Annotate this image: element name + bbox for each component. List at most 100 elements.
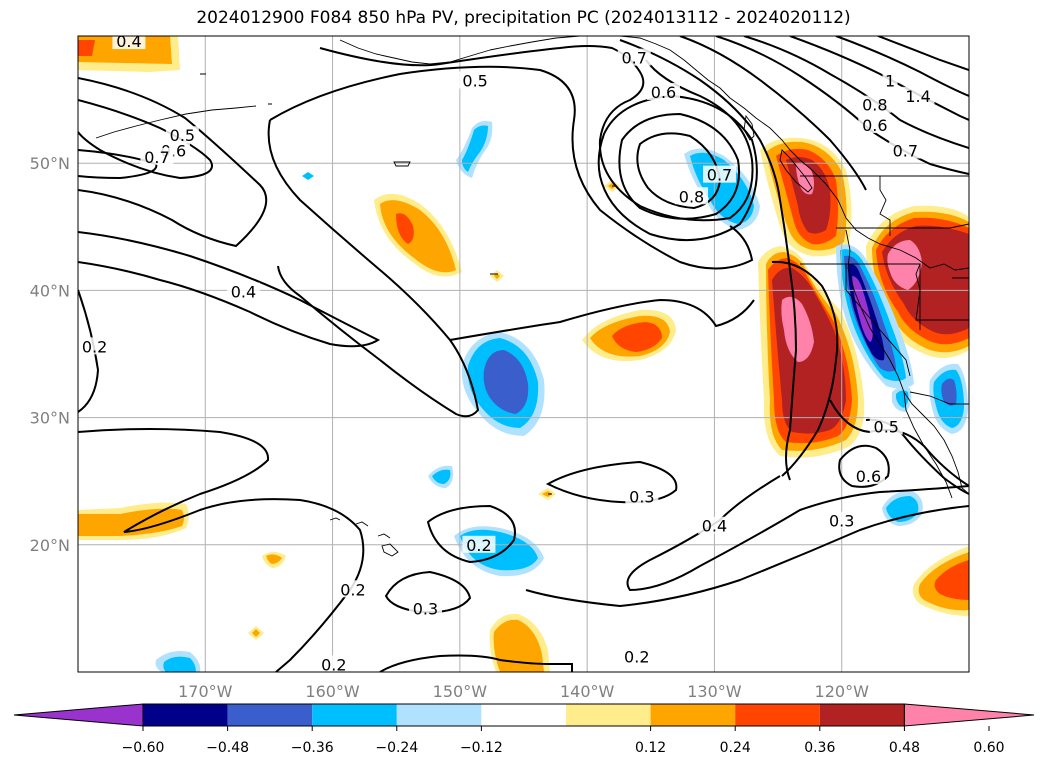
contour-label: 0.2 (321, 655, 346, 674)
pv-contour (426, 504, 516, 564)
precip-blob (612, 322, 662, 352)
precip-blob (483, 350, 529, 414)
nevada-border (845, 264, 911, 377)
precip-blob (302, 172, 314, 180)
contour-labels: 0.40.50.70.60.50.60.70.80.71.410.80.60.7… (78, 36, 935, 674)
contour-label-bg (336, 580, 370, 598)
aleutian-west (95, 105, 257, 139)
contour-label: 0.4 (231, 283, 256, 302)
lat-tick-label: 20°N (30, 536, 70, 555)
contour-label-bg (317, 655, 351, 672)
precip-blob (78, 508, 184, 536)
contour-label-bg (703, 165, 737, 183)
precip-blob (432, 469, 451, 484)
contour-label: 1.4 (905, 87, 930, 106)
contour-label-bg (140, 147, 174, 165)
pv-contour (877, 36, 969, 71)
north-america-coast (619, 36, 969, 271)
mexico-border (909, 391, 969, 405)
precip-blob (542, 491, 552, 497)
pv-contour (269, 65, 754, 270)
contour-label-bg (858, 116, 892, 134)
contour-label: 0.3 (629, 487, 654, 506)
lon-tick-label: 150°W (433, 682, 488, 701)
contour-label: 0.7 (144, 148, 169, 167)
contour-label-bg (625, 487, 659, 505)
precip-blob (781, 296, 814, 362)
precip-blob (493, 619, 544, 672)
pv-contour (449, 298, 755, 341)
vancouver-island (779, 149, 813, 193)
pv-contour (78, 149, 158, 180)
contour-label: 0.3 (829, 512, 854, 531)
contour-label: 0.5 (462, 72, 487, 91)
colorbar-tick-label: −0.36 (291, 740, 334, 756)
axis-tick-labels: 170°W 160°W 150°W 140°W 130°W 120°W 50°N 40°N 30… (30, 154, 869, 701)
contour-label: 0.6 (856, 467, 881, 486)
contour-label-bg (888, 141, 922, 159)
pv-contour (545, 460, 678, 504)
colorbar-extend-high (903, 703, 1035, 727)
pv-contour (78, 99, 213, 180)
contour-label: 0.3 (413, 599, 438, 618)
precip-blob (252, 629, 260, 637)
contour-label-bg (675, 187, 709, 205)
colorbar-segment (566, 704, 651, 726)
contour-label-bg (112, 36, 146, 50)
contour-label: 0.4 (702, 517, 727, 536)
contour-label: 0.6 (862, 116, 887, 135)
colorbar-extend-low (13, 703, 144, 727)
colorbar-tick-label: −0.48 (206, 740, 249, 756)
pv-contour (78, 231, 381, 348)
contour-label: 0.7 (622, 49, 647, 68)
us-state-border-2 (800, 263, 969, 321)
lon-tick-label: 120°W (815, 682, 870, 701)
us-state-border-3 (836, 223, 969, 229)
pv-contour (619, 39, 798, 481)
contour-label-bg (165, 126, 199, 144)
contour-label: 0.8 (862, 96, 887, 115)
precip-blob (78, 36, 172, 64)
precip-blob (396, 213, 414, 244)
colorbar-segment (227, 704, 313, 726)
islands-small (200, 73, 616, 495)
contour-label-bg (78, 337, 112, 355)
contour-label-bg (617, 48, 651, 66)
contour-label-bg (462, 535, 496, 553)
pv-contour (525, 505, 969, 608)
precip-blob (941, 378, 957, 406)
colorbar-tick-label: −0.24 (375, 740, 418, 756)
hawaii-islands (329, 517, 399, 557)
colorbar-tick-label: −0.12 (460, 740, 503, 756)
haida-gwaii (743, 114, 755, 141)
pv-contour (78, 77, 268, 248)
pv-contour (319, 45, 754, 222)
precip-blob (266, 554, 282, 564)
contour-label: 0.7 (707, 166, 732, 185)
precip-blob (494, 273, 500, 279)
contour-label: 0.5 (874, 418, 899, 437)
pv-contour (267, 119, 480, 418)
contour-label-bg (869, 417, 903, 435)
pv-contour (679, 36, 867, 191)
colorbar-segment (143, 704, 228, 726)
colorbar-tick-label: −0.60 (122, 740, 165, 756)
aleutian-islands (339, 39, 491, 65)
lon-tick-label: 160°W (305, 682, 360, 701)
pv-contour (771, 260, 839, 477)
colorbar-tick-label: 0.48 (889, 740, 920, 756)
contour-label: 0.2 (340, 580, 365, 599)
precip-blob (887, 240, 922, 290)
contour-label: 0.8 (679, 187, 704, 206)
contour-label-bg (620, 647, 654, 665)
pv-contour (384, 570, 472, 614)
lon-tick-label: 130°W (687, 682, 742, 701)
contour-label: 0.5 (170, 126, 195, 145)
pv-contour (789, 36, 969, 121)
contour-label-bg (858, 95, 892, 113)
contour-label-bg (697, 516, 731, 534)
colorbar-segment (650, 704, 736, 726)
colorbar-segment (735, 704, 820, 726)
pv-contour (618, 112, 740, 220)
